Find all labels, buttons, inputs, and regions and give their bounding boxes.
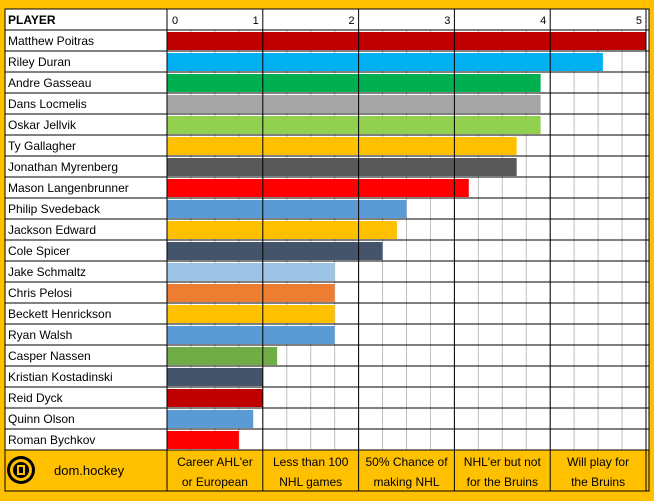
player-name-label: Philip Svedeback	[8, 202, 101, 216]
bar	[167, 284, 335, 302]
bar	[167, 431, 239, 449]
player-name-label: Chris Pelosi	[8, 286, 72, 300]
bar	[167, 347, 278, 365]
bar	[167, 200, 407, 218]
player-name-label: Matthew Poitras	[8, 34, 94, 48]
player-name-label: Jonathan Myrenberg	[8, 160, 118, 174]
bar	[167, 74, 541, 92]
bar	[167, 53, 603, 71]
bar	[167, 158, 517, 176]
player-name-label: Mason Langenbrunner	[8, 181, 129, 195]
player-name-label: Reid Dyck	[8, 391, 64, 405]
bar	[167, 389, 263, 407]
player-name-label: Andre Gasseau	[8, 76, 91, 90]
player-name-label: Ty Gallagher	[8, 139, 76, 153]
player-name-label: Roman Bychkov	[8, 433, 95, 447]
bar	[167, 326, 335, 344]
category-label: NHL games	[279, 475, 342, 489]
bar	[167, 305, 335, 323]
category-label: or European	[182, 475, 248, 489]
chart-border	[4, 8, 650, 492]
category-label: Will play for	[567, 455, 629, 469]
bar	[167, 32, 646, 50]
bar	[167, 263, 335, 281]
player-name-label: Ryan Walsh	[8, 328, 72, 342]
player-name-label: Quinn Olson	[8, 412, 75, 426]
site-label: dom.hockey	[54, 463, 125, 478]
bar	[167, 116, 541, 134]
category-label: making NHL	[373, 475, 439, 489]
bar	[167, 95, 541, 113]
x-tick-label: 3	[444, 15, 450, 27]
category-label: the Bruins	[571, 475, 625, 489]
bar	[167, 368, 263, 386]
category-label: for the Bruins	[467, 475, 538, 489]
category-label: NHL'er but not	[464, 455, 542, 469]
x-tick-label: 5	[636, 15, 642, 27]
player-name-label: Cole Spicer	[8, 244, 70, 258]
bar	[167, 221, 397, 239]
player-name-label: Casper Nassen	[8, 349, 91, 363]
x-tick-label: 2	[348, 15, 354, 27]
category-label: Less than 100	[273, 455, 349, 469]
player-name-label: Jackson Edward	[8, 223, 96, 237]
player-name-label: Dans Locmelis	[8, 97, 87, 111]
x-tick-label: 0	[172, 15, 178, 27]
bar	[167, 137, 517, 155]
player-name-label: Kristian Kostadinski	[8, 370, 113, 384]
bruins-logo-icon	[7, 456, 35, 484]
player-name-label: Beckett Henrickson	[8, 307, 111, 321]
bar	[167, 242, 383, 260]
x-tick-label: 4	[540, 15, 546, 27]
player-name-label: Riley Duran	[8, 55, 71, 69]
bar	[167, 179, 469, 197]
player-column-header: PLAYER	[8, 13, 56, 27]
player-name-label: Jake Schmaltz	[8, 265, 86, 279]
x-tick-label: 1	[253, 15, 259, 27]
category-label: 50% Chance of	[365, 455, 448, 469]
player-name-label: Oskar Jellvik	[8, 118, 77, 132]
category-label: Career AHL'er	[177, 455, 253, 469]
bar	[167, 410, 254, 428]
